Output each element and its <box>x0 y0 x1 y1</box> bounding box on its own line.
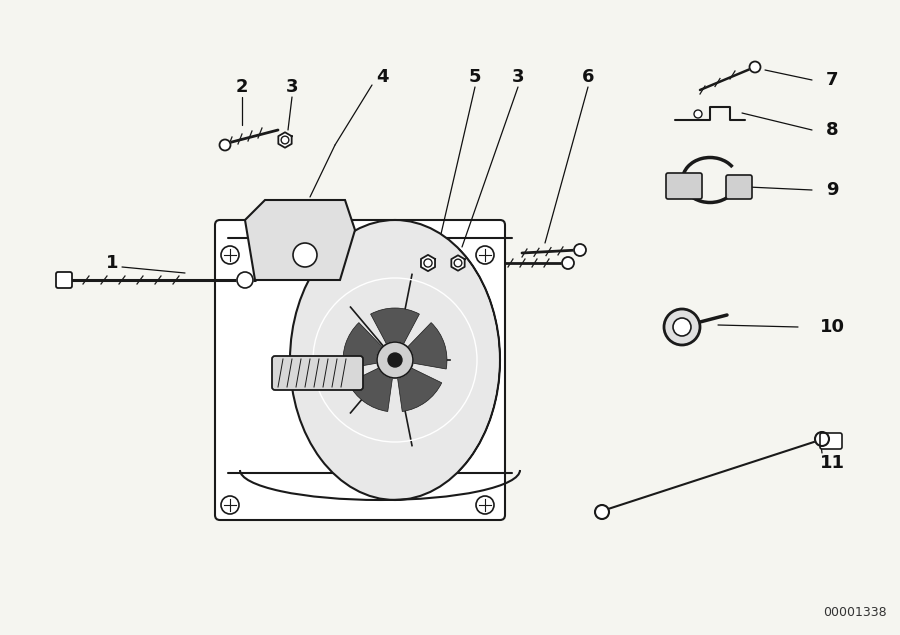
Circle shape <box>595 505 609 519</box>
Wedge shape <box>371 308 419 360</box>
Text: 7: 7 <box>826 71 838 89</box>
Circle shape <box>562 257 574 269</box>
FancyBboxPatch shape <box>726 175 752 199</box>
Circle shape <box>476 496 494 514</box>
Circle shape <box>694 110 702 118</box>
Circle shape <box>220 140 230 150</box>
FancyBboxPatch shape <box>56 272 72 288</box>
Polygon shape <box>278 132 292 148</box>
Circle shape <box>673 318 691 336</box>
FancyBboxPatch shape <box>272 356 363 390</box>
Circle shape <box>454 259 462 267</box>
Circle shape <box>221 496 239 514</box>
Circle shape <box>388 353 402 367</box>
Text: 5: 5 <box>469 68 482 86</box>
Text: 6: 6 <box>581 68 594 86</box>
Circle shape <box>221 246 239 264</box>
Text: 3: 3 <box>512 68 524 86</box>
Polygon shape <box>451 255 464 271</box>
Polygon shape <box>421 255 435 271</box>
Text: 9: 9 <box>826 181 838 199</box>
Circle shape <box>293 243 317 267</box>
Text: 11: 11 <box>820 454 844 472</box>
Wedge shape <box>348 360 395 411</box>
Wedge shape <box>343 323 395 369</box>
Circle shape <box>664 309 700 345</box>
Polygon shape <box>245 200 355 280</box>
Circle shape <box>281 136 289 144</box>
Text: 3: 3 <box>286 78 298 96</box>
Text: 8: 8 <box>825 121 838 139</box>
Circle shape <box>750 62 760 72</box>
Text: 10: 10 <box>820 318 844 336</box>
Circle shape <box>377 342 413 378</box>
FancyBboxPatch shape <box>820 433 842 449</box>
Circle shape <box>424 259 432 267</box>
Wedge shape <box>395 360 442 411</box>
Circle shape <box>574 244 586 256</box>
FancyBboxPatch shape <box>666 173 702 199</box>
FancyBboxPatch shape <box>215 220 505 520</box>
Wedge shape <box>395 323 447 369</box>
Circle shape <box>237 272 253 288</box>
Text: 4: 4 <box>376 68 388 86</box>
Ellipse shape <box>290 220 500 500</box>
Text: 1: 1 <box>106 254 118 272</box>
Text: 00001338: 00001338 <box>824 606 886 620</box>
Circle shape <box>476 246 494 264</box>
Circle shape <box>815 432 829 446</box>
Text: 2: 2 <box>236 78 248 96</box>
